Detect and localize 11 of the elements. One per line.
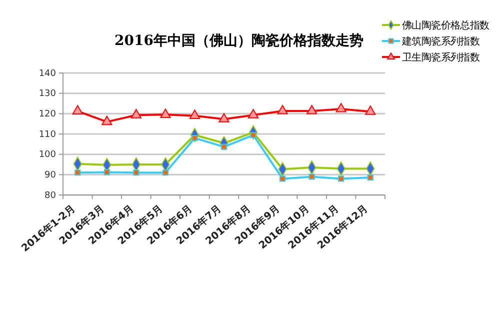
y-tick-label: 90 bbox=[44, 170, 56, 181]
y-tick-label: 80 bbox=[44, 190, 56, 201]
y-tick-label: 100 bbox=[38, 150, 56, 160]
y-tick-label: 110 bbox=[38, 130, 56, 140]
y-tick-label: 140 bbox=[38, 68, 56, 79]
chart-title: 2016年中国（佛山）陶瓷价格指数走势 bbox=[114, 33, 364, 49]
y-tick-label: 130 bbox=[38, 89, 56, 100]
legend-label: 建筑陶瓷系列指数 bbox=[401, 36, 480, 48]
legend-label: 卫生陶瓷系列指数 bbox=[402, 52, 480, 64]
legend-label: 佛山陶瓷价格总指数 bbox=[402, 20, 490, 32]
y-tick-label: 120 bbox=[38, 110, 56, 120]
